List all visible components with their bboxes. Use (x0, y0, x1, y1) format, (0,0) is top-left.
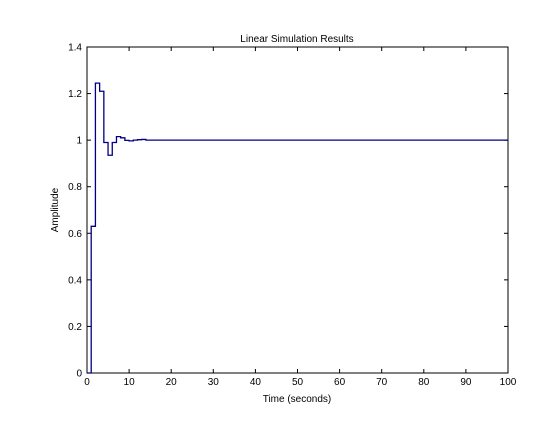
x-tick-label: 100 (500, 377, 517, 388)
x-tick-label: 0 (84, 377, 90, 388)
y-tick-label: 0.6 (68, 229, 82, 240)
y-axis-label: Amplitude (50, 187, 61, 232)
x-tick-label: 50 (292, 377, 304, 388)
y-tick-label: 0.4 (68, 275, 82, 286)
x-tick-label: 70 (376, 377, 388, 388)
y-tick-label: 1.2 (68, 89, 82, 100)
x-tick-label: 80 (418, 377, 430, 388)
x-tick-label: 30 (208, 377, 220, 388)
x-tick-label: 60 (334, 377, 346, 388)
x-tick-label: 40 (250, 377, 262, 388)
x-axis-label: Time (seconds) (263, 394, 332, 405)
x-tick-label: 10 (124, 377, 136, 388)
chart-title: Linear Simulation Results (240, 34, 353, 45)
plot-area (86, 46, 509, 374)
series-line (87, 82, 508, 374)
series-layer (87, 82, 508, 374)
axis-tick-labels: 0 10 20 30 40 50 60 70 80 90 100 0 0.2 0.4 0.6 0.8 1 1.2 1… (68, 43, 517, 389)
x-tick-label: 90 (460, 377, 472, 388)
y-tick-label: 0.2 (68, 322, 82, 333)
y-tick-label: 0 (76, 369, 82, 380)
y-tick-label: 1 (76, 136, 82, 147)
x-tick-label: 20 (166, 377, 178, 388)
y-tick-label: 1.4 (68, 43, 82, 54)
y-tick-label: 0.8 (68, 182, 82, 193)
